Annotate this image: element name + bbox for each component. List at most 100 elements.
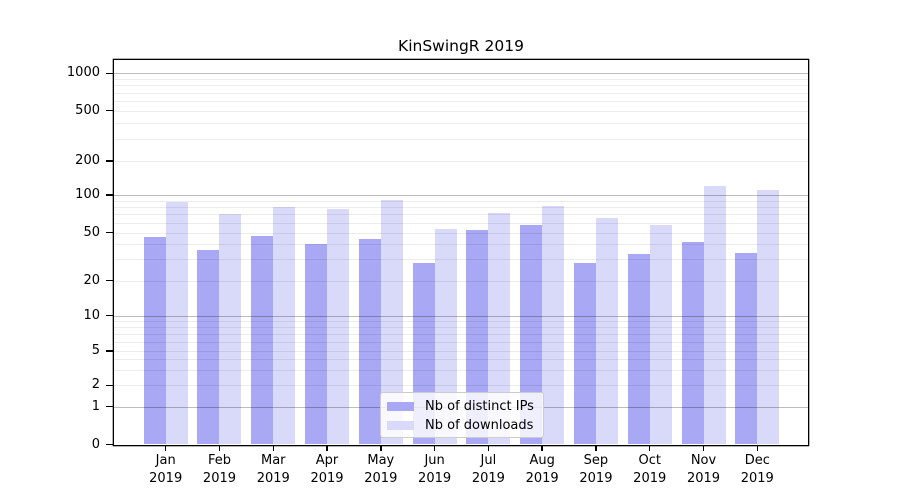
bar-oct-distinct-ips <box>627 254 650 445</box>
y-tick-mark <box>106 443 114 446</box>
major-gridline <box>114 194 808 196</box>
y-tick-label: 100 <box>75 186 100 202</box>
minor-gridline <box>114 280 808 282</box>
y-tick-mark <box>106 384 114 386</box>
minor-gridline <box>114 92 808 94</box>
x-tick-mark <box>541 445 543 451</box>
x-tick-mark <box>702 445 705 451</box>
y-tick-label: 1 <box>91 398 100 414</box>
x-tick-mark <box>165 445 167 451</box>
y-tick-mark <box>106 279 114 282</box>
legend-item-distinct-ips: Nb of distinct IPs <box>381 397 543 416</box>
x-tick-label-jan: Jan 2019 <box>149 453 183 486</box>
y-tick-mark <box>106 314 114 317</box>
minor-gridline <box>114 85 808 87</box>
bar-mar-distinct-ips <box>251 235 274 445</box>
minor-gridline <box>114 321 808 323</box>
x-tick-label-aug: Aug 2019 <box>525 453 559 486</box>
minor-gridline <box>114 100 808 102</box>
y-tick-label: 0 <box>91 436 100 452</box>
bar-jun-downloads <box>434 228 457 445</box>
x-tick-label-nov: Nov 2019 <box>686 453 721 486</box>
minor-gridline <box>114 232 808 234</box>
minor-gridline <box>114 222 808 224</box>
y-tick-mark <box>106 232 114 234</box>
y-tick-label: 200 <box>75 152 100 168</box>
legend: Nb of distinct IPs Nb of downloads <box>380 391 544 438</box>
minor-gridline <box>114 110 808 112</box>
y-tick-mark <box>106 350 114 352</box>
bar-aug-distinct-ips <box>520 224 543 445</box>
bar-mar-downloads <box>273 207 296 445</box>
y-tick-label: 5 <box>91 342 100 358</box>
x-tick-label-jul: Jul 2019 <box>471 453 505 486</box>
x-tick-mark <box>649 445 651 451</box>
bar-jul-distinct-ips <box>466 229 489 445</box>
bar-aug-downloads <box>542 205 565 445</box>
bar-oct-downloads <box>649 224 672 445</box>
x-tick-label-apr: Apr 2019 <box>310 453 344 486</box>
minor-gridline <box>114 350 808 352</box>
y-tick-mark <box>106 194 114 196</box>
bar-may-downloads <box>380 200 403 445</box>
x-tick-mark <box>595 445 597 451</box>
legend-label-downloads: Nb of downloads <box>425 417 534 433</box>
y-tick-label: 20 <box>83 272 100 288</box>
bar-nov-downloads <box>703 186 726 445</box>
minor-gridline <box>114 200 808 202</box>
y-tick-label: 1000 <box>66 65 100 81</box>
bar-dec-distinct-ips <box>735 252 758 445</box>
y-tick-mark <box>106 110 114 112</box>
x-tick-label-jun: Jun 2019 <box>418 453 452 486</box>
minor-gridline <box>114 327 808 329</box>
chart-title: KinSwingR 2019 <box>398 37 524 55</box>
x-tick-label-mar: Mar 2019 <box>256 453 290 486</box>
bar-apr-downloads <box>327 209 350 445</box>
bar-jan-distinct-ips <box>143 237 166 445</box>
x-tick-label-dec: Dec 2019 <box>740 453 774 486</box>
bar-feb-distinct-ips <box>197 249 220 445</box>
bar-jul-downloads <box>488 212 511 445</box>
y-tick-label: 10 <box>83 307 100 323</box>
minor-gridline <box>114 244 808 246</box>
x-tick-mark <box>487 445 490 451</box>
x-tick-mark <box>433 445 436 451</box>
y-tick-mark <box>106 72 114 74</box>
x-tick-label-sep: Sep 2019 <box>579 453 613 486</box>
bar-dec-downloads <box>757 190 780 445</box>
minor-gridline <box>114 333 808 335</box>
legend-item-downloads: Nb of downloads <box>381 416 543 435</box>
minor-gridline <box>114 370 808 372</box>
minor-gridline <box>114 122 808 124</box>
major-gridline <box>114 73 808 75</box>
legend-swatch-downloads-icon <box>387 420 414 430</box>
minor-gridline <box>114 359 808 361</box>
minor-gridline <box>114 138 808 140</box>
y-tick-label: 2 <box>91 377 100 393</box>
bar-may-distinct-ips <box>358 239 381 445</box>
x-tick-mark <box>272 445 274 451</box>
bar-sep-downloads <box>595 218 618 445</box>
x-tick-label-feb: Feb 2019 <box>202 453 237 486</box>
x-tick-mark <box>326 445 328 451</box>
x-tick-label-may: May 2019 <box>364 453 398 486</box>
legend-swatch-distinct-ips-icon <box>387 401 414 411</box>
minor-gridline <box>114 207 808 209</box>
y-tick-mark <box>106 405 114 408</box>
minor-gridline <box>114 78 808 80</box>
x-tick-label-oct: Oct 2019 <box>633 453 667 486</box>
major-gridline <box>114 315 808 317</box>
bar-feb-downloads <box>219 214 242 445</box>
y-tick-label: 50 <box>83 224 100 240</box>
x-tick-mark <box>756 445 758 451</box>
x-tick-mark <box>218 445 221 451</box>
y-tick-mark <box>106 160 114 162</box>
x-tick-mark <box>380 445 382 451</box>
minor-gridline <box>114 341 808 343</box>
minor-gridline <box>114 160 808 162</box>
minor-gridline <box>114 214 808 216</box>
minor-gridline <box>114 259 808 261</box>
legend-label-distinct-ips: Nb of distinct IPs <box>425 398 534 414</box>
bar-sep-distinct-ips <box>573 263 596 445</box>
